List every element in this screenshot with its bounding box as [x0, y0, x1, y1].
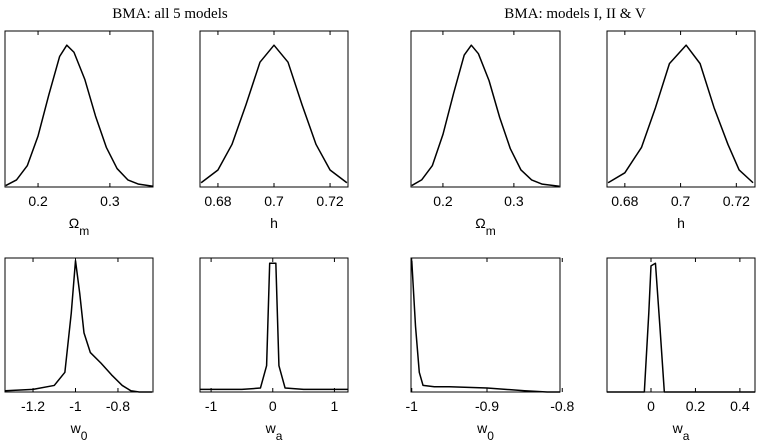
x-tick-label: -0.9 — [475, 398, 499, 414]
x-axis-label-part: Ω — [69, 215, 79, 231]
x-axis-label-part: a — [683, 429, 690, 443]
x-tick-label: 0.4 — [730, 398, 750, 414]
x-tick-label: 0.68 — [204, 193, 231, 209]
plot-frame — [4, 257, 154, 393]
x-axis-label: Ωm — [475, 215, 495, 238]
x-axis-label-part: h — [677, 215, 685, 231]
x-axis-label-part: w — [70, 420, 82, 436]
x-axis-label: Ωm — [69, 215, 89, 238]
density-line — [200, 262, 348, 391]
density-line — [607, 262, 755, 393]
x-axis-label-part: m — [79, 224, 89, 238]
x-axis-label-part: a — [276, 429, 283, 443]
x-tick-label: -1 — [406, 398, 419, 414]
x-tick-label: 0.2 — [433, 193, 453, 209]
x-tick-label: 0.72 — [723, 193, 750, 209]
x-tick-label: 0.7 — [671, 193, 691, 209]
x-tick-label: 0.72 — [316, 193, 343, 209]
density-line — [411, 260, 560, 393]
density-line — [5, 259, 152, 393]
x-axis-label: h — [270, 215, 278, 231]
x-tick-label: -1 — [69, 398, 82, 414]
x-axis-label-part: w — [265, 420, 277, 436]
x-tick-label: -0.8 — [550, 398, 574, 414]
x-axis-label-part: 0 — [487, 429, 494, 443]
x-axis-label-part: w — [476, 420, 488, 436]
x-axis-label: h — [677, 215, 685, 231]
density-line — [607, 44, 754, 184]
x-axis-label-part: m — [486, 224, 496, 238]
x-tick-label: -0.8 — [106, 398, 130, 414]
x-tick-label: 0 — [269, 398, 277, 414]
x-axis-label-part: Ω — [475, 215, 485, 231]
x-tick-label: 0.3 — [504, 193, 524, 209]
x-axis-label: wa — [672, 420, 690, 443]
x-tick-label: -1.2 — [21, 398, 45, 414]
density-line — [411, 44, 560, 188]
plot-frame — [199, 257, 349, 393]
x-tick-label: 0.2 — [28, 193, 48, 209]
x-axis-label-part: h — [270, 215, 278, 231]
plot-frame — [410, 30, 561, 188]
density-line — [200, 44, 348, 184]
x-tick-label: 0.68 — [611, 193, 638, 209]
x-tick-label: -1 — [205, 398, 218, 414]
x-tick-label: 1 — [331, 398, 339, 414]
x-axis-label: w0 — [70, 420, 88, 443]
density-line — [5, 44, 154, 188]
x-tick-label: 0.7 — [264, 193, 284, 209]
x-axis-label: w0 — [476, 420, 494, 443]
x-tick-label: 0 — [647, 398, 655, 414]
group-title: BMA: models I, II & V — [504, 6, 646, 22]
x-axis-label: wa — [265, 420, 283, 443]
group-title: BMA: all 5 models — [112, 6, 228, 22]
plot-frame — [4, 30, 154, 188]
plot-frame — [410, 257, 561, 393]
x-axis-label-part: 0 — [81, 429, 88, 443]
x-tick-label: 0.3 — [100, 193, 120, 209]
x-tick-label: 0.2 — [686, 398, 706, 414]
x-axis-label-part: w — [672, 420, 684, 436]
